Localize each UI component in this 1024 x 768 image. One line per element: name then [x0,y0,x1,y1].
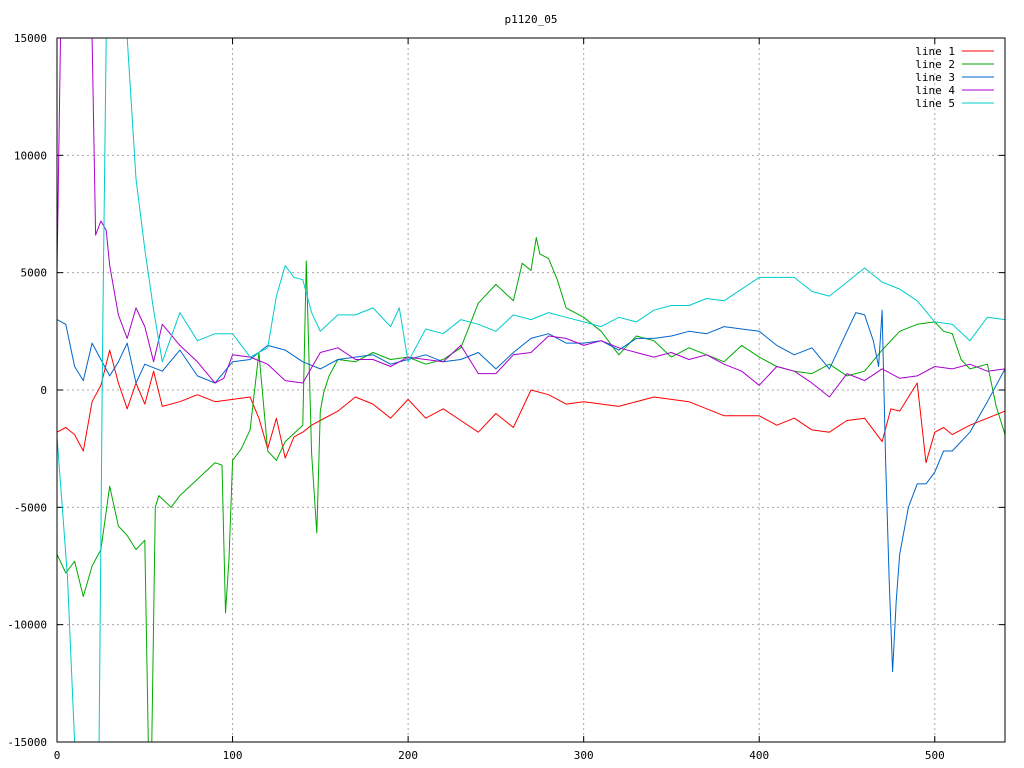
legend-label: line 5 [915,97,955,110]
chart-title: p1120_05 [505,13,558,26]
series-lines [57,38,1005,742]
y-tick-label: 0 [40,384,47,397]
series-line-2 [57,237,1005,742]
legend-label: line 2 [915,58,955,71]
x-tick-label: 500 [925,749,945,762]
series-line-4 [57,38,1005,398]
series-line-3 [57,309,1005,673]
y-tick-label: -15000 [7,736,47,749]
y-tick-label: -5000 [14,501,47,514]
series-line-5 [57,38,1005,742]
y-tick-label: -10000 [7,619,47,632]
x-tick-label: 0 [54,749,61,762]
plot-frame [56,37,1006,743]
legend-label: line 1 [915,45,955,58]
y-tick-label: 15000 [14,32,47,45]
legend-label: line 3 [915,71,955,84]
y-tick-label: 10000 [14,149,47,162]
y-tick-label: 5000 [21,267,48,280]
axes: 0 100 200 300 400 500 -15000 -10000 -5000 0 5000 10… [7,32,1005,762]
x-tick-label: 400 [749,749,769,762]
series-line-1 [57,349,1005,464]
x-tick-label: 300 [574,749,594,762]
x-tick-label: 200 [398,749,418,762]
grid [57,38,1005,742]
x-tick-label: 100 [223,749,243,762]
legend-label: line 4 [915,84,955,97]
